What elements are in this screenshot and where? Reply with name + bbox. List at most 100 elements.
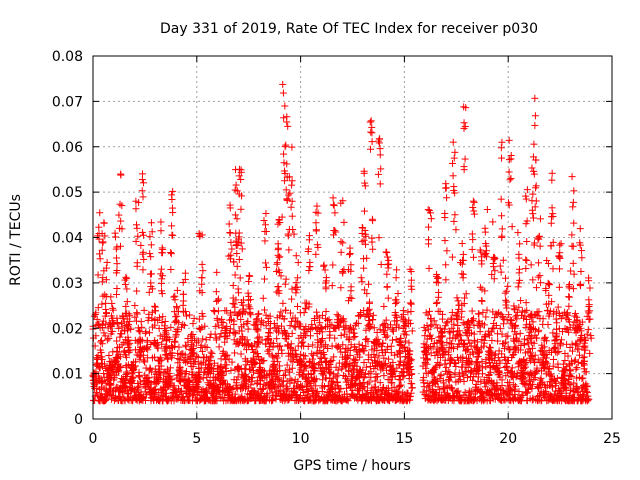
data-point	[223, 361, 231, 369]
data-point	[548, 298, 556, 306]
data-point	[383, 270, 391, 278]
data-point	[235, 190, 243, 198]
data-point	[478, 297, 486, 305]
data-point	[292, 279, 300, 287]
data-point	[567, 267, 575, 275]
data-point	[375, 139, 383, 147]
data-point	[408, 384, 416, 392]
data-point	[578, 254, 586, 262]
data-point	[515, 303, 523, 311]
data-point	[113, 320, 121, 328]
data-point	[585, 303, 593, 311]
data-point	[280, 114, 288, 122]
data-point	[557, 240, 565, 248]
data-point	[468, 245, 476, 253]
data-point	[113, 260, 121, 268]
data-point	[99, 274, 107, 282]
data-point	[179, 279, 187, 287]
data-point	[380, 302, 388, 310]
data-point	[375, 234, 383, 242]
data-point	[95, 223, 103, 231]
data-point	[535, 308, 543, 316]
data-point	[456, 259, 464, 267]
data-point	[360, 167, 368, 175]
data-point	[280, 150, 288, 158]
data-point	[442, 261, 450, 269]
data-point	[138, 228, 146, 236]
data-point	[394, 289, 402, 297]
data-point	[548, 169, 556, 177]
data-point	[470, 207, 478, 215]
data-point	[388, 336, 396, 344]
data-point	[579, 374, 587, 382]
data-point	[92, 321, 100, 329]
data-point	[515, 265, 523, 273]
data-point	[530, 167, 538, 175]
data-point	[263, 263, 271, 271]
data-point	[119, 383, 127, 391]
data-point	[549, 238, 557, 246]
data-point	[102, 396, 110, 404]
data-point	[470, 198, 478, 206]
data-point	[579, 354, 587, 362]
data-point	[358, 229, 366, 237]
data-point	[273, 260, 281, 268]
data-point	[111, 374, 119, 382]
data-point	[93, 391, 101, 399]
data-point	[232, 296, 240, 304]
data-point	[140, 306, 148, 314]
data-point	[407, 276, 415, 284]
data-point	[118, 374, 126, 382]
data-point	[340, 218, 348, 226]
data-point	[545, 291, 553, 299]
data-point	[99, 238, 107, 246]
data-point	[245, 277, 253, 285]
data-point	[497, 268, 505, 276]
data-point	[545, 280, 553, 288]
data-point	[115, 388, 123, 396]
data-point	[92, 309, 100, 317]
data-point	[98, 246, 106, 254]
data-point	[581, 342, 589, 350]
data-point	[576, 241, 584, 249]
data-point	[337, 284, 345, 292]
data-point	[110, 368, 118, 376]
data-point	[232, 181, 240, 189]
data-point	[106, 380, 114, 388]
data-point	[497, 195, 505, 203]
data-point	[405, 339, 413, 347]
data-point	[363, 254, 371, 262]
data-point	[585, 277, 593, 285]
data-point	[274, 246, 282, 254]
data-point	[102, 305, 110, 313]
data-point	[108, 299, 116, 307]
data-point	[313, 202, 321, 210]
data-points	[89, 80, 595, 405]
data-point	[215, 343, 223, 351]
data-point	[98, 340, 106, 348]
data-point	[407, 268, 415, 276]
data-point	[443, 247, 451, 255]
data-point	[425, 223, 433, 231]
data-point	[546, 281, 554, 289]
data-point	[94, 352, 102, 360]
data-point	[231, 211, 239, 219]
data-point	[483, 205, 491, 213]
data-point	[189, 320, 197, 328]
data-point	[453, 294, 461, 302]
data-point	[522, 265, 530, 273]
data-point	[360, 236, 368, 244]
data-point	[529, 190, 537, 198]
data-point	[198, 260, 206, 268]
data-point	[358, 278, 366, 286]
data-point	[489, 218, 497, 226]
data-point	[570, 219, 578, 227]
data-point	[179, 301, 187, 309]
data-point	[288, 285, 296, 293]
data-point	[491, 254, 499, 262]
data-point	[522, 195, 530, 203]
data-point	[380, 327, 388, 335]
data-point	[322, 277, 330, 285]
data-point	[433, 298, 441, 306]
data-point	[305, 300, 313, 308]
